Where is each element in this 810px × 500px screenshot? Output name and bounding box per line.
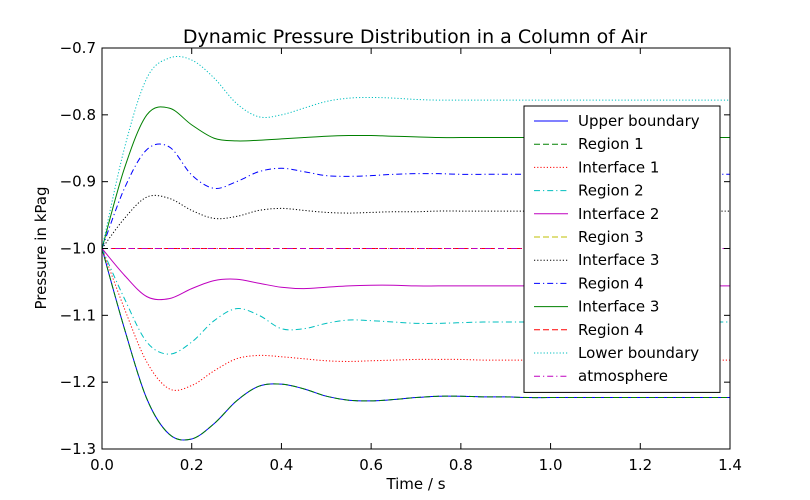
- x-tick-label: 0.8: [449, 456, 473, 474]
- y-tick-label: −1.3: [60, 440, 96, 458]
- legend-label: Interface 1: [578, 158, 659, 176]
- legend-label: Lower boundary: [578, 344, 699, 362]
- y-axis: −1.3 −1.2 −1.1 −1.0 −0.9 −0.8 −0.7: [60, 39, 730, 458]
- chart-title: Dynamic Pressure Distribution in a Colum…: [183, 26, 647, 48]
- legend-label: Upper boundary: [578, 112, 700, 130]
- x-tick-label: 0.2: [180, 456, 204, 474]
- x-tick-label: 1.0: [539, 456, 563, 474]
- x-tick-label: 1.2: [628, 456, 652, 474]
- y-tick-label: −1.0: [60, 240, 96, 258]
- x-tick-label: 0.4: [269, 456, 293, 474]
- legend-label: Interface 3: [578, 298, 659, 316]
- y-tick-label: −1.1: [60, 306, 96, 324]
- x-tick-label: 1.4: [718, 456, 742, 474]
- x-axis-label: Time / s: [385, 475, 445, 493]
- series-line-2: [101, 248, 730, 441]
- legend-label: Interface 2: [578, 205, 659, 223]
- legend-label: atmosphere: [578, 367, 668, 385]
- legend-box: [523, 105, 721, 393]
- y-tick-label: −0.8: [60, 106, 96, 124]
- legend-label: Region 4: [578, 274, 644, 292]
- legend-label: Region 3: [578, 228, 644, 246]
- legend-label: Interface 3: [578, 251, 659, 269]
- y-axis-label: Pressure in kPag: [32, 186, 50, 309]
- y-tick-label: −0.9: [60, 173, 96, 191]
- y-tick-label: −1.2: [60, 373, 96, 391]
- legend: Upper boundary Region 1 Interface 1 Region …: [523, 105, 721, 393]
- legend-label: Region 4: [578, 321, 644, 339]
- series-line-11: [101, 55, 730, 249]
- legend-label: Region 2: [578, 182, 644, 200]
- x-tick-label: 0.6: [359, 456, 383, 474]
- x-axis: 0.0 0.2 0.4 0.6 0.8 1.0 1.2 1.4: [90, 48, 742, 474]
- legend-label: Region 1: [578, 135, 644, 153]
- series-line-4: [101, 248, 730, 355]
- y-tick-label: −0.7: [60, 39, 96, 57]
- x-tick-label: 0.0: [90, 456, 114, 474]
